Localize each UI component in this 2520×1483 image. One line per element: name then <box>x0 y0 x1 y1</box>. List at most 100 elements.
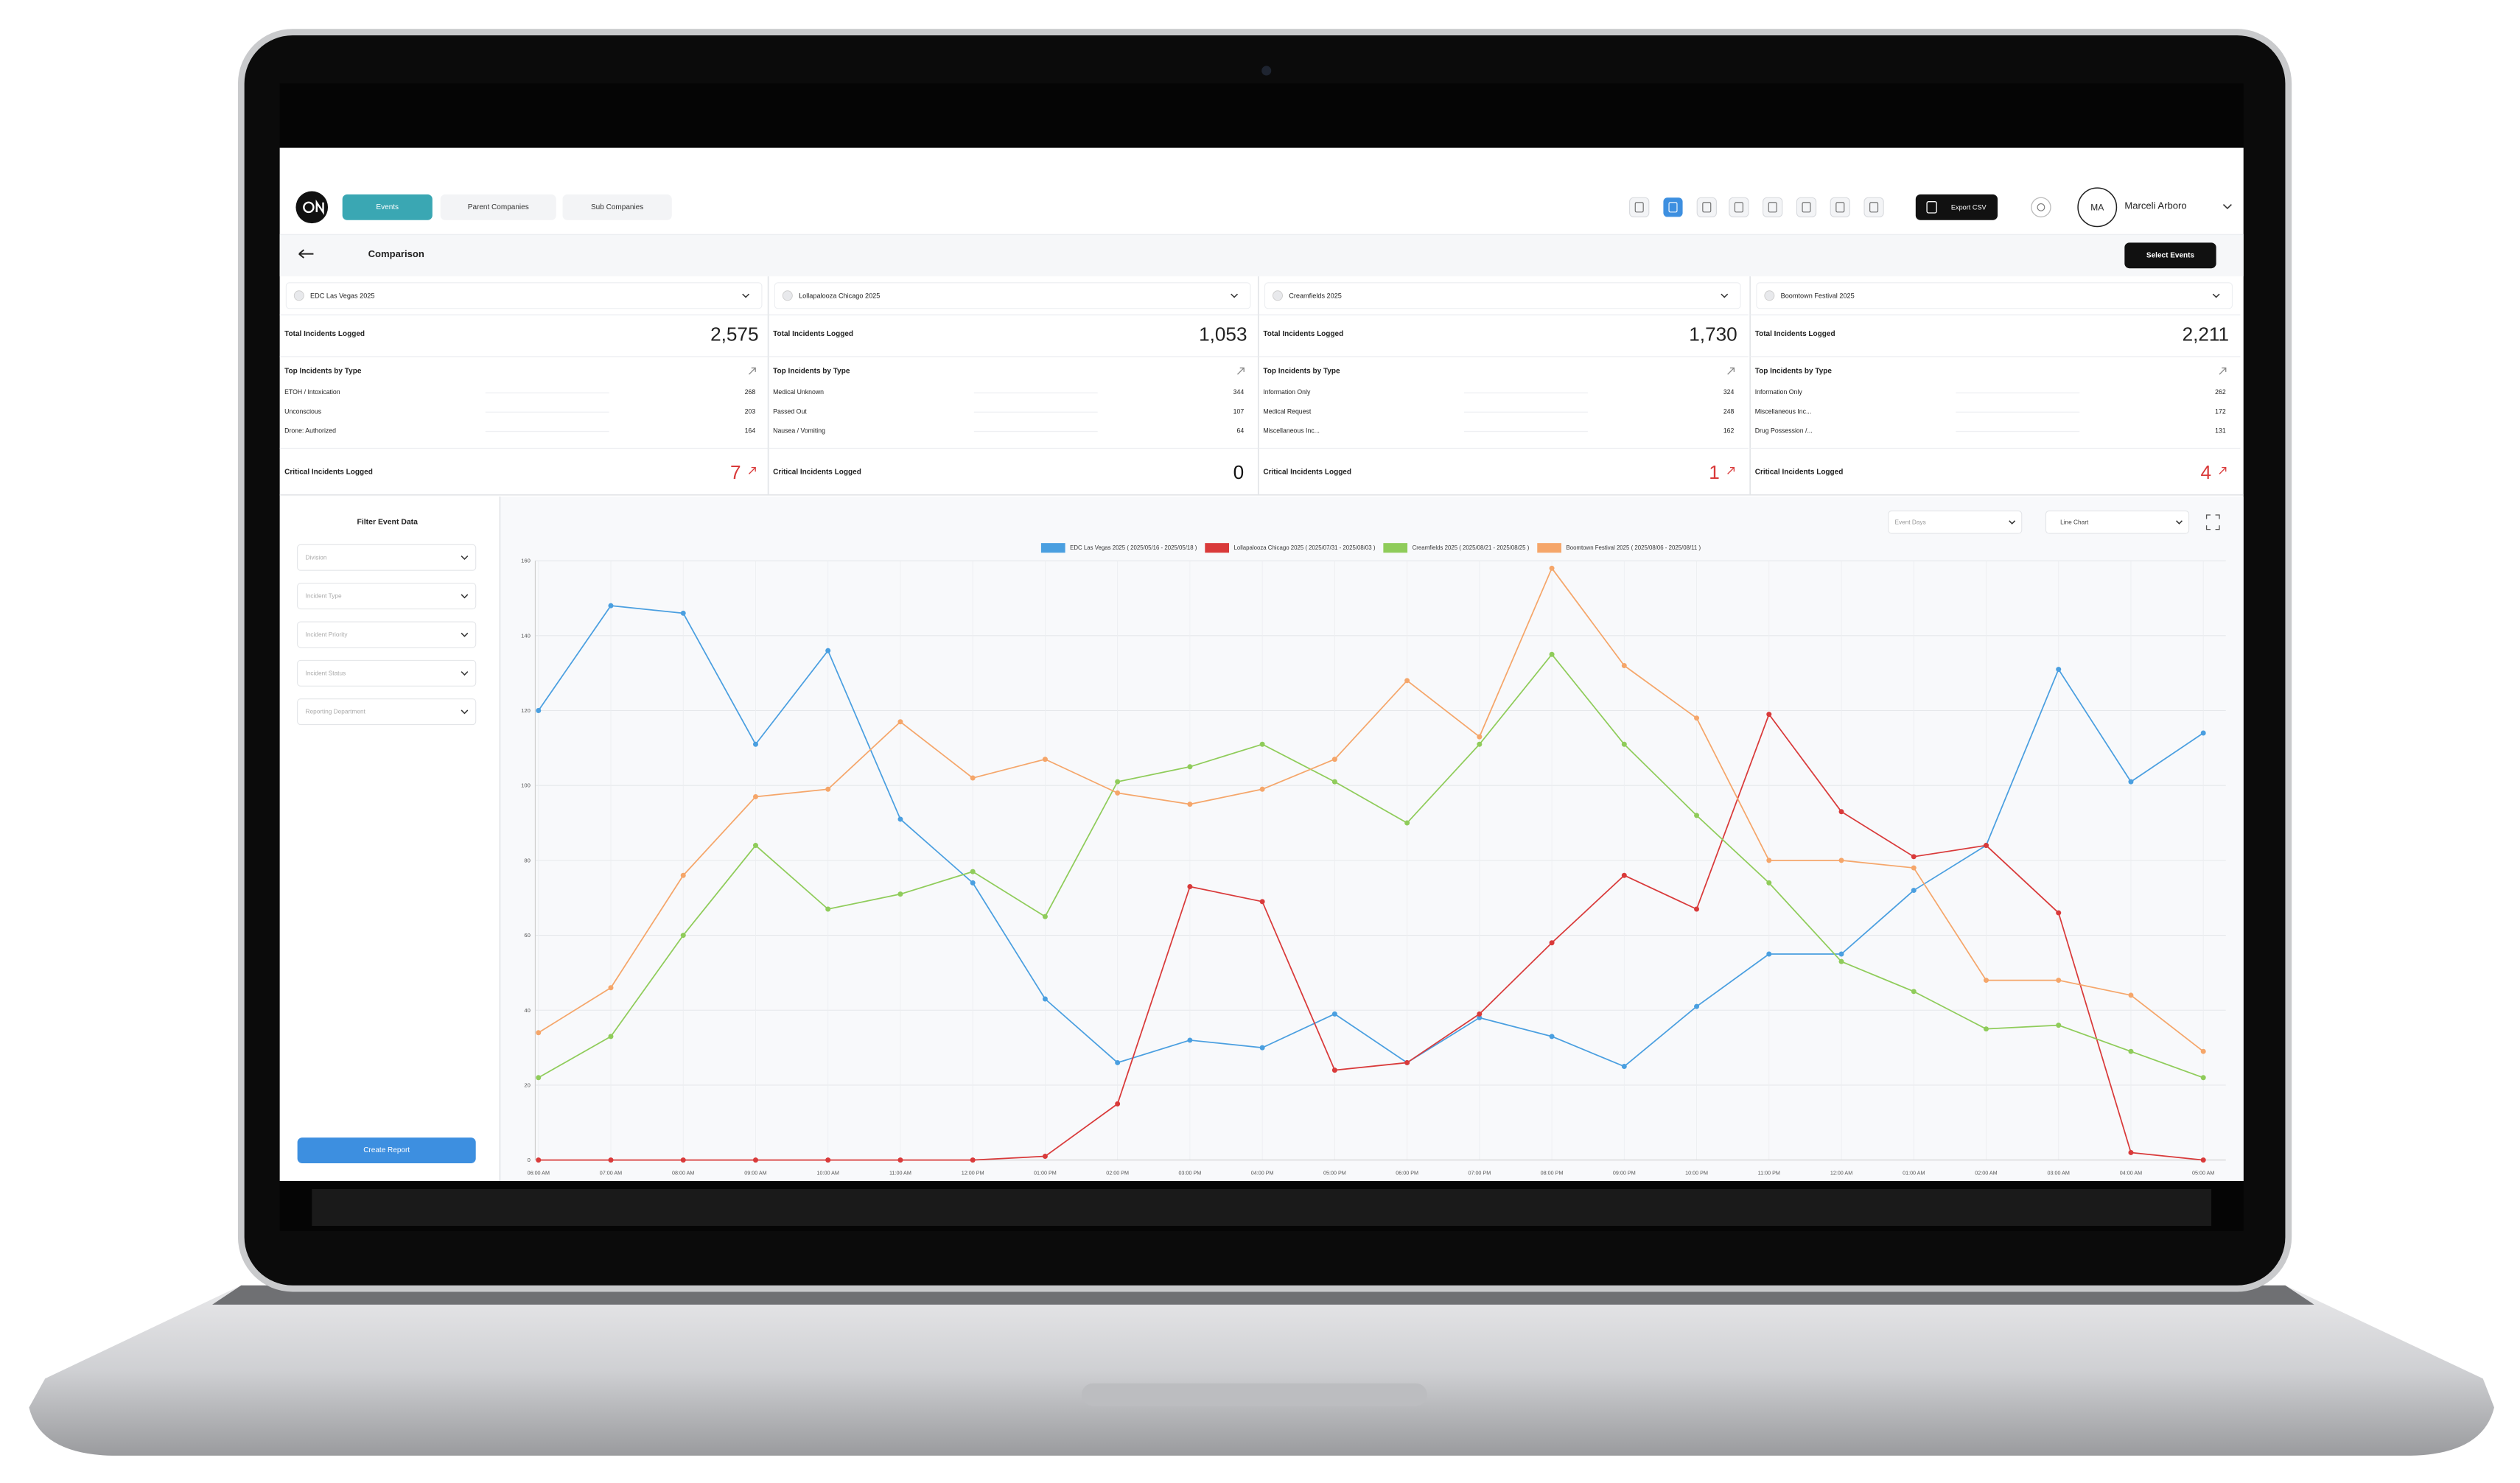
critical-label: Critical Incidents Logged <box>1755 469 1844 477</box>
x-tick-label: 12:00 AM <box>1830 1170 1852 1177</box>
incident-count: 164 <box>745 427 756 434</box>
toolbar-icon[interactable] <box>1863 197 1884 217</box>
back-arrow[interactable] <box>298 249 314 259</box>
toolbar-icon[interactable] <box>1763 197 1783 217</box>
data-point <box>1694 906 1700 912</box>
data-point <box>680 872 686 878</box>
data-point <box>1259 899 1265 905</box>
chevron <box>742 293 750 298</box>
data-point <box>1694 813 1700 818</box>
data-point <box>2056 910 2062 916</box>
x-tick-label: 11:00 PM <box>1758 1170 1780 1177</box>
trend-arrow <box>749 466 756 474</box>
expand-button[interactable] <box>2205 514 2220 530</box>
incident-count: 203 <box>745 407 756 415</box>
filter-title: Filter Event Data <box>357 518 419 526</box>
export-icon <box>1926 201 1937 214</box>
data-point <box>970 775 976 781</box>
data-point <box>752 741 758 747</box>
icon-glyph <box>1634 202 1644 213</box>
x-tick-label: 12:00 PM <box>962 1170 984 1177</box>
x-tick-label: 05:00 AM <box>2192 1170 2214 1177</box>
series-line <box>538 713 2204 1161</box>
create-report-button[interactable] <box>297 1137 476 1163</box>
incident-name: Passed Out <box>773 407 807 415</box>
filter-select[interactable] <box>297 583 477 610</box>
chart-type-select[interactable] <box>2045 510 2190 534</box>
critical-value: 1 <box>1709 461 1720 483</box>
y-tick-label: 80 <box>524 857 530 863</box>
nav-tab[interactable] <box>440 194 556 220</box>
data-point <box>1331 1067 1337 1073</box>
legend-swatch[interactable] <box>1383 543 1408 553</box>
incident-name: Information Only <box>1263 388 1311 396</box>
series-line <box>538 605 2204 1067</box>
incident-name: Drug Possession /... <box>1755 427 1813 434</box>
data-point <box>825 1157 831 1163</box>
x-tick-label: 11:00 AM <box>889 1170 911 1177</box>
filter-select[interactable] <box>297 698 477 726</box>
total-value: 1,730 <box>1689 323 1737 346</box>
filter-placeholder: Incident Priority <box>306 631 349 638</box>
data-point <box>2056 1023 2062 1028</box>
data-point <box>1042 757 1048 762</box>
legend-swatch[interactable] <box>1537 543 1561 553</box>
data-point <box>2200 730 2206 736</box>
icon-glyph <box>1734 202 1743 213</box>
critical-label: Critical Incidents Logged <box>284 469 373 477</box>
event-select[interactable] <box>1264 282 1741 309</box>
nav-tab[interactable] <box>562 194 672 220</box>
nav-tab[interactable] <box>342 194 433 220</box>
legend-swatch[interactable] <box>1040 543 1065 553</box>
chevron <box>2212 293 2220 298</box>
filter-placeholder: Reporting Department <box>306 709 366 715</box>
data-point <box>752 843 758 849</box>
data-point <box>1042 996 1048 1002</box>
toolbar-icon[interactable] <box>1696 197 1717 217</box>
data-point <box>1549 1034 1555 1039</box>
filter-select[interactable] <box>297 544 477 571</box>
filter-select[interactable] <box>297 659 477 687</box>
y-tick-label: 120 <box>521 707 531 714</box>
filter-placeholder: Incident Type <box>306 593 342 600</box>
event-select[interactable] <box>774 282 1251 309</box>
toolbar-icon[interactable] <box>1830 197 1850 217</box>
event-select[interactable] <box>1756 282 2233 309</box>
y-tick-label: 0 <box>528 1157 531 1163</box>
data-point <box>752 793 758 799</box>
filter-select[interactable] <box>297 621 477 648</box>
x-tick-label: 01:00 PM <box>1034 1170 1057 1177</box>
incident-name: ETOH / Intoxication <box>284 388 340 396</box>
nav-tab-label: Parent Companies <box>468 203 529 211</box>
x-tick-label: 09:00 AM <box>744 1170 766 1177</box>
toolbar-icon[interactable] <box>1729 197 1749 217</box>
legend-swatch[interactable] <box>1205 543 1230 553</box>
toolbar-icon[interactable] <box>1663 197 1683 217</box>
incident-count: 324 <box>1723 388 1735 396</box>
chevron <box>1231 293 1239 298</box>
range-select[interactable] <box>1888 510 2023 534</box>
data-point <box>1331 779 1337 785</box>
x-tick-label: 05:00 PM <box>1323 1170 1346 1177</box>
data-point <box>1477 1011 1483 1017</box>
avatar[interactable] <box>2077 187 2118 228</box>
icon-glyph <box>1702 202 1712 213</box>
data-point <box>2128 1149 2134 1155</box>
x-tick-label: 08:00 PM <box>1541 1170 1564 1177</box>
legend-label: Creamfields 2025 ( 2025/08/21 - 2025/08/… <box>1413 544 1530 551</box>
export-button[interactable] <box>1915 194 1998 220</box>
data-point <box>1259 741 1265 747</box>
event-name: EDC Las Vegas 2025 <box>310 292 374 299</box>
toolbar-icon[interactable] <box>1796 197 1817 217</box>
help-button[interactable] <box>2031 197 2051 218</box>
nav-tab-label: Sub Companies <box>591 203 643 211</box>
x-tick-label: 08:00 AM <box>672 1170 694 1177</box>
select-events-button[interactable] <box>2124 242 2216 269</box>
data-point <box>897 816 903 822</box>
toolbar-icon[interactable] <box>1629 197 1650 217</box>
event-select[interactable] <box>285 282 763 309</box>
x-tick-label: 06:00 AM <box>528 1170 550 1177</box>
chevron <box>461 671 469 676</box>
data-point <box>1911 854 1917 860</box>
data-point <box>2128 1048 2134 1054</box>
